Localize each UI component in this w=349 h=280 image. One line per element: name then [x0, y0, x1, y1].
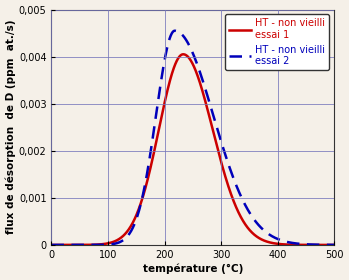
Legend: HT - non vieilli
essai 1, HT - non vieilli
essai 2: HT - non vieilli essai 1, HT - non vieil… — [225, 14, 329, 70]
X-axis label: température (°C): température (°C) — [143, 264, 243, 274]
Y-axis label: flux de désorption  de D (ppm  at./s): flux de désorption de D (ppm at./s) — [6, 20, 16, 234]
